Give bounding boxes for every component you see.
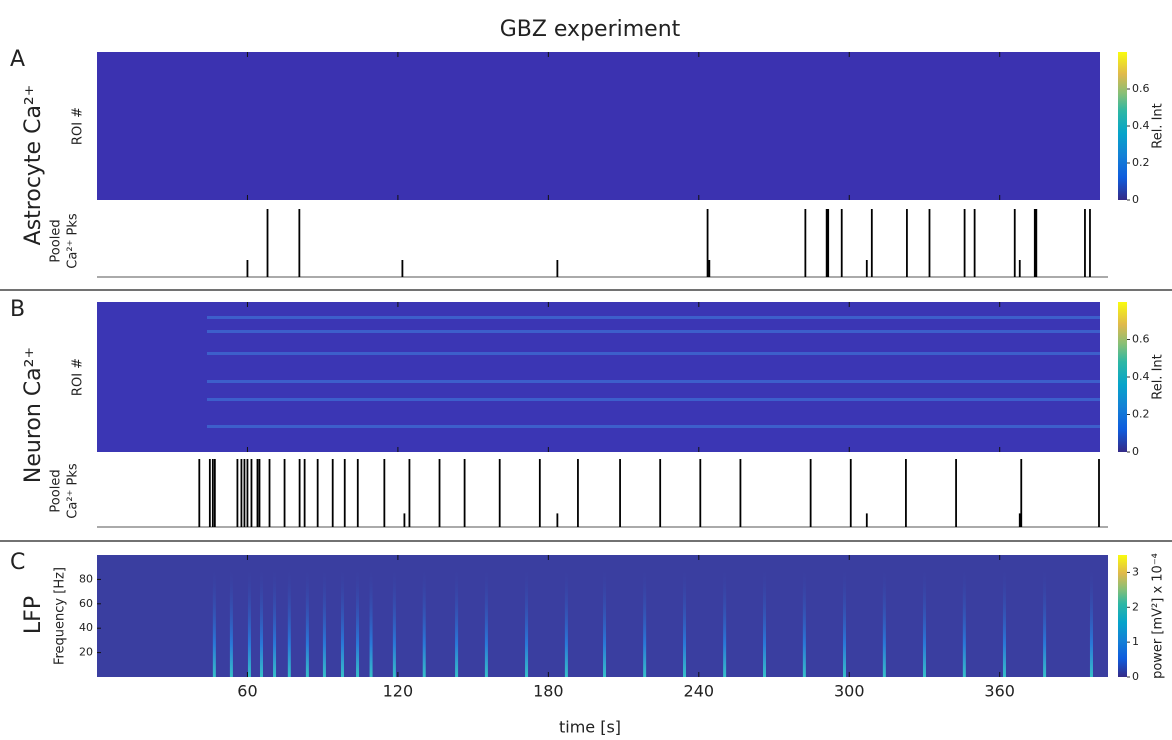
y-axis-label: Frequency [Hz] — [53, 567, 68, 665]
heatmap-row-texture — [207, 425, 1100, 428]
lfp-event — [422, 565, 426, 677]
heatmap-row-texture — [207, 398, 1100, 401]
heatmap-row-texture — [207, 330, 1100, 333]
panel-letter: B — [10, 297, 25, 322]
panel-letter: C — [10, 550, 25, 575]
spectrogram — [97, 555, 1108, 677]
lfp-event — [392, 565, 396, 677]
colorbar-tick-label: 0.2 — [1132, 408, 1150, 421]
y-axis-label: Pooled — [49, 219, 64, 262]
colorbar-tick-label: 0 — [1132, 193, 1139, 206]
lfp-event — [305, 565, 309, 677]
lfp-event — [1089, 565, 1093, 677]
heatmap-row-texture — [207, 380, 1100, 383]
lfp-event — [369, 565, 373, 677]
colorbar-tick-label: 0.4 — [1132, 370, 1150, 383]
x-tick-label: 60 — [237, 682, 257, 701]
colorbar-tick-label: 0.6 — [1132, 82, 1150, 95]
figure-title: GBZ experiment — [500, 17, 681, 42]
lfp-event — [247, 565, 251, 677]
y-tick-label: 80 — [79, 572, 93, 585]
row-label: Neuron Ca²⁺ — [21, 347, 46, 483]
lfp-event — [212, 565, 216, 677]
colorbar-tick-label: 0.4 — [1132, 119, 1150, 132]
colorbar-label: power [mV²] x 10⁻⁴ — [1151, 553, 1166, 679]
colorbar-label: Rel. Int — [1151, 354, 1166, 400]
colorbar-tick-label: 0 — [1132, 670, 1139, 683]
x-tick-label: 240 — [684, 682, 715, 701]
lfp-event — [455, 565, 459, 677]
y-tick-label: 60 — [79, 597, 93, 610]
lfp-event — [322, 565, 326, 677]
lfp-event — [603, 565, 607, 677]
colorbar — [1118, 302, 1127, 452]
lfp-event — [762, 565, 766, 677]
lfp-event — [842, 565, 846, 677]
colorbar-tick-label: 2 — [1132, 600, 1139, 613]
lfp-event — [643, 565, 647, 677]
row-label: LFP — [21, 596, 46, 634]
colorbar — [1118, 555, 1127, 677]
lfp-event — [356, 565, 360, 677]
colorbar-tick-label: 1 — [1132, 635, 1139, 648]
y-axis-label: ROI # — [71, 358, 86, 396]
lfp-event — [683, 565, 687, 677]
y-axis-label: Ca²⁺ Pks — [66, 213, 81, 269]
y-tick-label: 20 — [79, 646, 93, 659]
y-tick-label: 40 — [79, 621, 93, 634]
colorbar-tick-label: 0.6 — [1132, 333, 1150, 346]
lfp-event — [802, 565, 806, 677]
lfp-event — [1002, 565, 1006, 677]
colorbar-tick-label: 3 — [1132, 565, 1139, 578]
lfp-event — [922, 565, 926, 677]
colorbar-tick-label: 0 — [1132, 445, 1139, 458]
lfp-event — [273, 565, 277, 677]
heatmap-row-texture — [207, 316, 1100, 319]
lfp-event — [287, 565, 291, 677]
y-axis-label: Pooled — [49, 469, 64, 512]
colorbar-label: Rel. Int — [1151, 103, 1166, 149]
lfp-event — [1043, 565, 1047, 677]
colorbar — [1118, 52, 1127, 200]
lfp-event — [484, 565, 488, 677]
panel-letter: A — [10, 47, 25, 72]
y-axis-label: Ca²⁺ Pks — [66, 463, 81, 519]
lfp-event — [882, 565, 886, 677]
lfp-event — [229, 565, 233, 677]
lfp-event — [723, 565, 727, 677]
lfp-event — [564, 565, 568, 677]
lfp-event — [525, 565, 529, 677]
heatmap-row-texture — [207, 352, 1100, 355]
x-tick-label: 300 — [834, 682, 865, 701]
lfp-event — [962, 565, 966, 677]
x-tick-label: 120 — [383, 682, 414, 701]
x-tick-label: 180 — [533, 682, 564, 701]
lfp-event — [340, 565, 344, 677]
x-tick-label: 360 — [984, 682, 1015, 701]
y-axis-label: ROI # — [71, 107, 86, 145]
row-label: Astrocyte Ca²⁺ — [21, 85, 46, 246]
colorbar-tick-label: 0.2 — [1132, 156, 1150, 169]
heatmap — [97, 302, 1100, 452]
lfp-event — [259, 565, 263, 677]
x-axis-label: time [s] — [559, 718, 621, 737]
heatmap — [97, 52, 1100, 200]
